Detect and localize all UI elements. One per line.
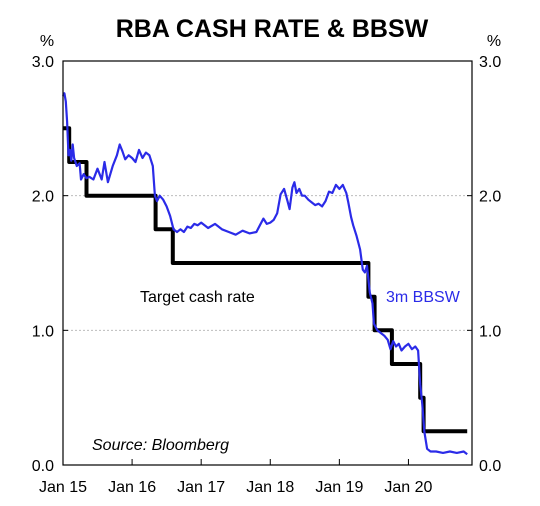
chart-title: RBA CASH RATE & BBSW <box>116 15 429 43</box>
x-tick-label: Jan 20 <box>384 479 432 496</box>
bbsw-label: 3m BBSW <box>386 289 461 306</box>
x-tick-label: Jan 17 <box>177 479 225 496</box>
y-tick-label-left: 1.0 <box>32 323 54 340</box>
left-axis: 3.0 2.0 1.0 0.0 <box>32 54 68 475</box>
series-lines <box>62 92 468 456</box>
y-tick-label-right: 3.0 <box>479 54 501 71</box>
y-tick-label-right: 1.0 <box>479 323 501 340</box>
target-cash-rate-line <box>63 126 468 434</box>
bbsw-line <box>62 92 468 456</box>
target-cash-rate-label: Target cash rate <box>140 289 255 306</box>
x-tick-label: Jan 19 <box>315 479 363 496</box>
source-note: Source: Bloomberg <box>92 437 229 454</box>
left-axis-unit: % <box>40 33 54 50</box>
x-axis: Jan 15 Jan 16 Jan 17 Jan 18 Jan 19 Jan 20 <box>39 459 433 496</box>
right-axis: 3.0 2.0 1.0 0.0 <box>467 54 501 475</box>
y-tick-label-left: 2.0 <box>32 189 54 206</box>
y-tick-label-left: 3.0 <box>32 54 54 71</box>
y-tick-label-right: 2.0 <box>479 189 501 206</box>
plot-frame <box>62 60 473 466</box>
right-axis-unit: % <box>487 33 501 50</box>
y-tick-label-left: 0.0 <box>32 458 54 475</box>
x-tick-label: Jan 18 <box>246 479 294 496</box>
x-tick-label: Jan 15 <box>39 479 87 496</box>
y-tick-label-right: 0.0 <box>479 458 501 475</box>
x-tick-label: Jan 16 <box>108 479 156 496</box>
